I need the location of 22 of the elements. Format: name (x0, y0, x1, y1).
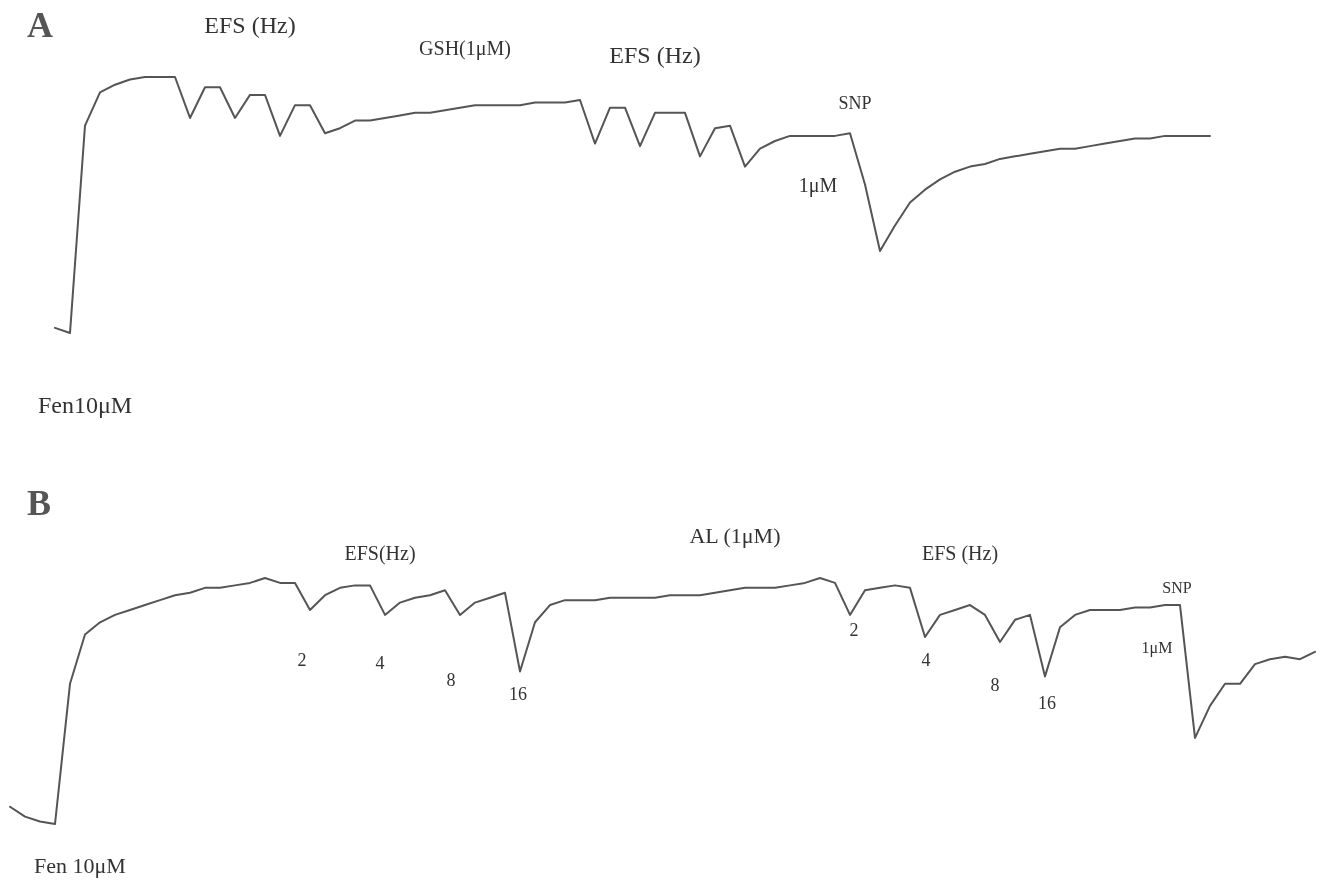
text: EFS(Hz) (344, 542, 416, 565)
text: EFS (Hz) (204, 12, 296, 38)
annotation: SNP (1162, 578, 1192, 596)
annotation: 16 (1038, 693, 1056, 713)
text: EFS (Hz) (609, 42, 701, 68)
annotation: 8 (446, 670, 456, 690)
text: AL (1μM) (689, 522, 781, 548)
chart-title: B (27, 483, 52, 523)
annotation: 1μM (1141, 638, 1173, 657)
text: Fen10μM (37, 392, 133, 418)
annotation: 16 (509, 684, 527, 704)
annotation: SNP (838, 93, 872, 113)
text: EFS (Hz) (921, 542, 999, 565)
annotation: 2 (297, 650, 307, 670)
chart-title: A (27, 5, 53, 45)
annotation: 1μM (798, 174, 838, 197)
annotation: 4 (375, 653, 385, 673)
text: Fen 10μM (34, 852, 126, 878)
annotation: 2 (849, 620, 859, 640)
annotation: 8 (990, 675, 1000, 695)
annotation: 4 (921, 650, 931, 670)
text: GSH(1μM) (419, 37, 511, 60)
